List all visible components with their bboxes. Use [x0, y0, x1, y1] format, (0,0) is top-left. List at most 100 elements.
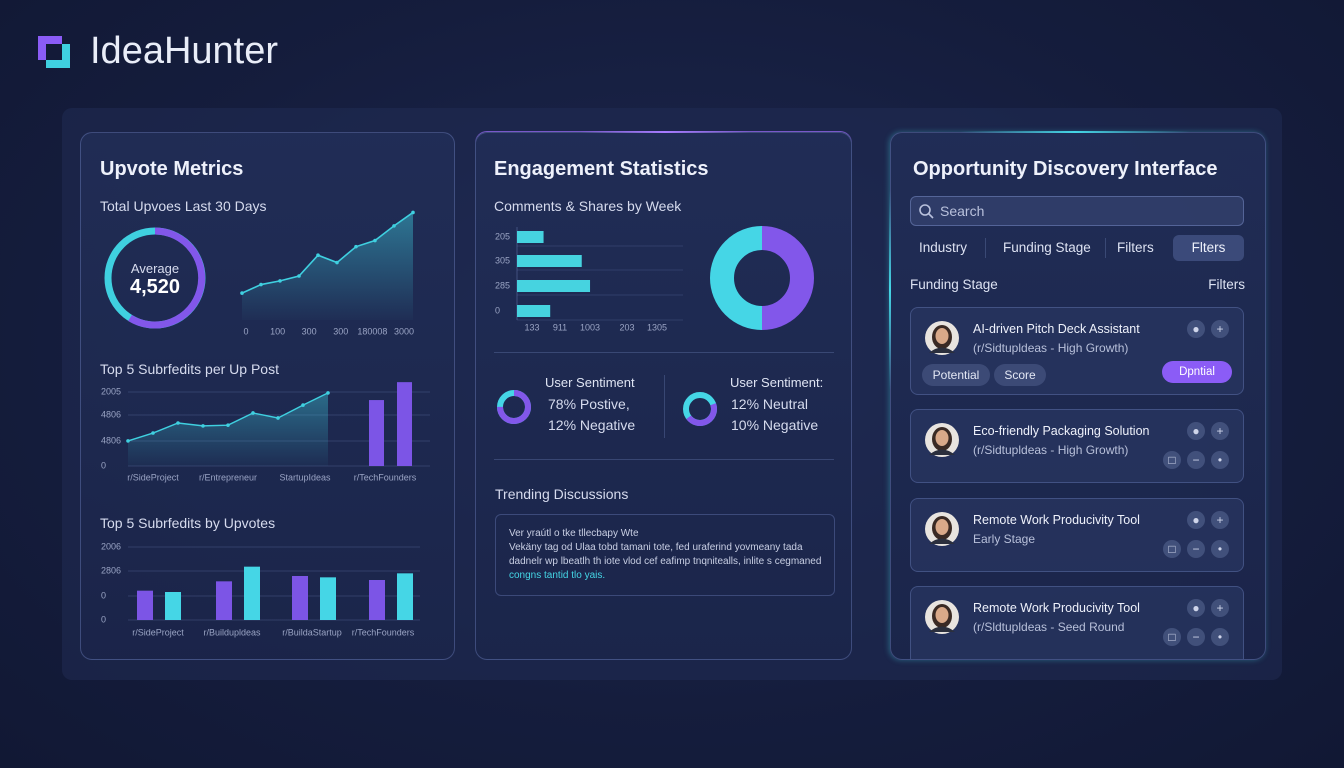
icon-button[interactable]: +: [1211, 422, 1229, 440]
logo: [38, 36, 70, 68]
point: [297, 274, 301, 278]
sentiment-ring: [683, 392, 717, 426]
sentiment-title: User Sentiment:: [730, 375, 824, 390]
panel-title: Engagement Statistics: [494, 158, 709, 180]
icon-button[interactable]: +: [1211, 511, 1229, 529]
card-title: AI-driven Pitch Deck Assistant: [973, 322, 1140, 336]
tab-active-bg: [1173, 235, 1244, 261]
sentiment-line: 10% Negative: [731, 417, 819, 433]
tab[interactable]: Industry: [919, 240, 968, 255]
x-tick-label: r/TechFounders: [354, 472, 417, 482]
brand-name: IdeaHunter: [90, 30, 279, 72]
icon-button[interactable]: +: [1211, 599, 1229, 617]
icon-button[interactable]: ●: [1187, 422, 1205, 440]
x-tick-label: StartupIdeas: [279, 472, 331, 482]
card-subtitle: (r/Sidtupldeas - High Growth): [973, 443, 1129, 457]
area-chart: 0 100 300 300 180008 3000: [240, 210, 415, 336]
y-tick-label: 2806: [101, 565, 121, 575]
x-tick-label: r/BuildaStartup: [282, 627, 342, 637]
x-tick-label: 203: [619, 322, 634, 332]
search-placeholder: Search: [940, 203, 985, 219]
icon-button[interactable]: −: [1187, 451, 1205, 469]
point: [240, 291, 244, 295]
grouped-bar-chart: 2006 2806 0 0 r/SideProject r/Buildupldeas r/B…: [101, 541, 420, 637]
x-tick-label: 0: [243, 326, 248, 336]
icon-button[interactable]: □: [1163, 451, 1181, 469]
icon-button[interactable]: □: [1163, 540, 1181, 558]
panel-title: Upvote Metrics: [100, 158, 244, 180]
tag[interactable]: Potential: [922, 364, 990, 386]
bar: [292, 576, 308, 620]
chart-title: Top 5 Subrfedits by Upvotes: [100, 515, 276, 531]
card-title: Remote Work Producivity Tool: [973, 513, 1140, 527]
point: [226, 423, 230, 427]
icon-button[interactable]: ●: [1187, 511, 1205, 529]
icon-button[interactable]: □: [1163, 628, 1181, 646]
tab[interactable]: Funding Stage: [1003, 240, 1091, 255]
chart-title: Comments & Shares by Week: [494, 198, 682, 214]
x-tick-label: r/TechFounders: [352, 627, 415, 637]
card-subtitle: (r/Sidtupldeas - High Growth): [973, 341, 1129, 355]
y-tick-label: 0: [101, 460, 106, 470]
icon-part: [919, 204, 931, 216]
card-list: AI-driven Pitch Deck Assistant (r/Sidtupl…: [910, 307, 1244, 659]
tab-active[interactable]: Flters: [1191, 240, 1226, 255]
x-tick-label: 133: [524, 322, 539, 332]
point: [126, 439, 130, 443]
x-tick-label: r/SideProject: [127, 472, 179, 482]
tab[interactable]: Filters: [1117, 240, 1154, 255]
icon-button[interactable]: −: [1187, 540, 1205, 558]
bar: [216, 581, 232, 620]
icon-button[interactable]: ●: [1187, 599, 1205, 617]
panel-title: Opportunity Discovery Interface: [913, 158, 1218, 180]
icon-part: [928, 213, 934, 219]
glow: [889, 190, 891, 390]
avatar: [925, 321, 959, 355]
point: [151, 431, 155, 435]
trending-box: Ver yraútl o tke tllecbapy Wte Vekäny ta…: [495, 514, 835, 596]
x-tick-label: 1003: [580, 322, 600, 332]
ring-arc: [497, 390, 531, 424]
bar: [517, 305, 551, 317]
icon-button[interactable]: •: [1211, 628, 1229, 646]
panel: [80, 132, 455, 660]
point: [301, 403, 305, 407]
separator: [494, 352, 834, 353]
y-tick-label: 4806: [101, 409, 121, 419]
tag[interactable]: Score: [994, 364, 1046, 386]
card-title: Eco-friendly Packaging Solution: [973, 424, 1150, 438]
avatar-body: [929, 347, 955, 353]
icon-button[interactable]: −: [1187, 628, 1205, 646]
bar: [517, 231, 544, 243]
card[interactable]: [910, 409, 1244, 483]
badge[interactable]: Dpntial: [1162, 361, 1232, 383]
card[interactable]: [910, 498, 1244, 572]
icon-button[interactable]: •: [1211, 540, 1229, 558]
search-box[interactable]: [910, 196, 1244, 226]
donut-chart: [710, 226, 814, 330]
avatar-face: [935, 430, 949, 446]
filter-link[interactable]: Filters: [1208, 277, 1245, 292]
x-tick-label: 1305: [647, 322, 667, 332]
point: [354, 244, 358, 249]
separator: [985, 238, 986, 258]
point: [411, 210, 415, 215]
avatar-body: [929, 626, 955, 632]
sentiment-line: 12% Negative: [548, 417, 636, 433]
area: [242, 212, 413, 320]
icon-button[interactable]: ●: [1187, 320, 1205, 338]
y-tick-label: 305: [495, 255, 510, 265]
separator: [494, 459, 834, 460]
donut-slice: [761, 226, 814, 330]
icon-button[interactable]: +: [1211, 320, 1229, 338]
point: [326, 391, 330, 395]
gauge-arc: [128, 227, 206, 329]
card[interactable]: [910, 586, 1244, 659]
bar: [137, 590, 153, 620]
icon-button[interactable]: •: [1211, 451, 1229, 469]
point: [392, 224, 396, 228]
point: [278, 279, 282, 283]
bar: [165, 592, 181, 620]
trending-line: Vekäny tag od Ulaa tobd tamani tote, fed…: [509, 542, 803, 553]
x-tick-label: 911: [553, 322, 567, 332]
